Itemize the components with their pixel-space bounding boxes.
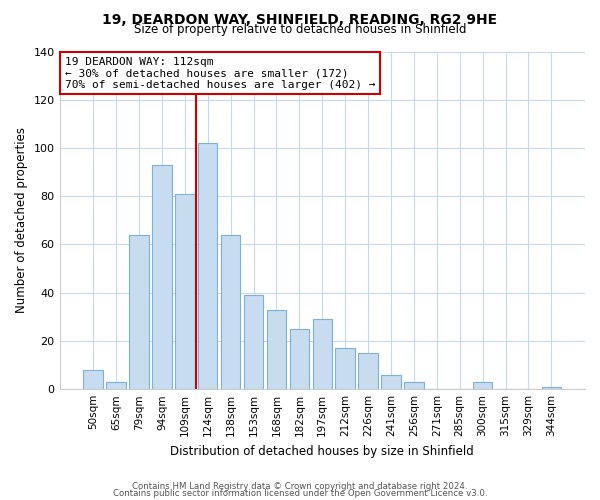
Bar [221, 235, 241, 389]
Bar [335, 348, 355, 389]
Bar [542, 387, 561, 389]
Bar [244, 295, 263, 389]
Bar [404, 382, 424, 389]
Bar [313, 319, 332, 389]
Bar [267, 310, 286, 389]
Bar [129, 235, 149, 389]
Text: 19, DEARDON WAY, SHINFIELD, READING, RG2 9HE: 19, DEARDON WAY, SHINFIELD, READING, RG2… [103, 12, 497, 26]
Bar [358, 353, 378, 389]
Bar [175, 194, 194, 389]
Y-axis label: Number of detached properties: Number of detached properties [15, 128, 28, 314]
Bar [290, 329, 309, 389]
Bar [106, 382, 126, 389]
Bar [381, 374, 401, 389]
X-axis label: Distribution of detached houses by size in Shinfield: Distribution of detached houses by size … [170, 444, 474, 458]
Bar [198, 143, 217, 389]
Bar [83, 370, 103, 389]
Bar [473, 382, 493, 389]
Text: 19 DEARDON WAY: 112sqm
← 30% of detached houses are smaller (172)
70% of semi-de: 19 DEARDON WAY: 112sqm ← 30% of detached… [65, 56, 375, 90]
Text: Contains HM Land Registry data © Crown copyright and database right 2024.: Contains HM Land Registry data © Crown c… [132, 482, 468, 491]
Bar [152, 165, 172, 389]
Text: Size of property relative to detached houses in Shinfield: Size of property relative to detached ho… [134, 22, 466, 36]
Text: Contains public sector information licensed under the Open Government Licence v3: Contains public sector information licen… [113, 489, 487, 498]
